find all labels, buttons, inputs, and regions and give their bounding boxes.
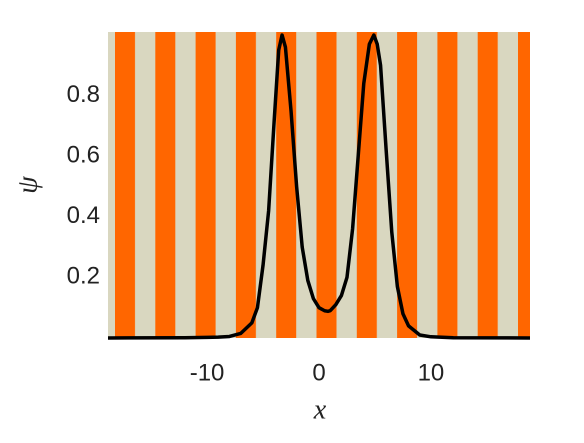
y-tick-label: 0.6 — [67, 142, 100, 169]
x-tick-label: -10 — [190, 359, 225, 386]
x-tick-label: 0 — [312, 359, 325, 386]
plot-background — [108, 32, 530, 338]
x-tick-label: 10 — [418, 359, 445, 386]
y-tick-label: 0.2 — [67, 263, 100, 290]
y-tick-label: 0.4 — [67, 202, 100, 229]
y-tick-label: 0.8 — [67, 81, 100, 108]
data-line — [107, 33, 531, 340]
y-axis-label: ψ — [12, 176, 43, 194]
x-axis-label: x — [313, 394, 327, 425]
